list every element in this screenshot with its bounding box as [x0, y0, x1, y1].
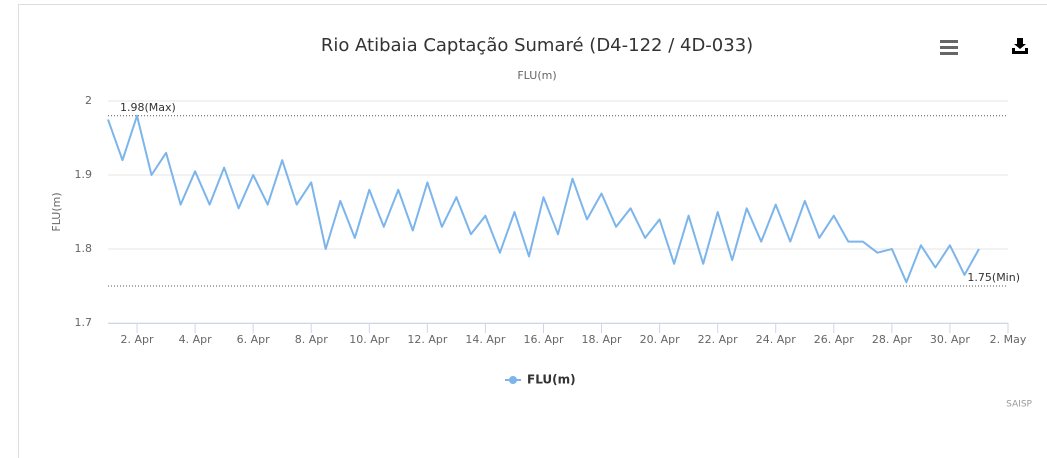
- legend-label: FLU(m): [527, 373, 576, 387]
- x-tick-label: 30. Apr: [930, 333, 970, 346]
- chart-subtitle: FLU(m): [517, 69, 556, 82]
- x-tick-label: 26. Apr: [814, 333, 854, 346]
- menu-bar[interactable]: [940, 46, 958, 49]
- menu-bar[interactable]: [940, 52, 958, 55]
- x-tick-label: 16. Apr: [523, 333, 563, 346]
- x-tick-label: 28. Apr: [872, 333, 912, 346]
- x-tick-label: 6. Apr: [237, 333, 270, 346]
- plot-line-label: 1.75(Min): [967, 271, 1020, 284]
- chart-title: Rio Atibaia Captação Sumaré (D4-122 / 4D…: [321, 35, 753, 56]
- legend-item: FLU(m): [505, 373, 576, 387]
- x-tick-label: 24. Apr: [756, 333, 796, 346]
- x-tick-label: 22. Apr: [698, 333, 738, 346]
- x-tick-label: 10. Apr: [349, 333, 389, 346]
- y-tick-label: 1.9: [75, 168, 93, 181]
- menu-bar[interactable]: [940, 40, 958, 43]
- legend-symbol: [509, 376, 517, 384]
- x-tick-label: 2. Apr: [121, 333, 154, 346]
- menu-icon[interactable]: [940, 40, 958, 55]
- x-tick-label: 8. Apr: [295, 333, 328, 346]
- download-icon[interactable]: [1012, 38, 1028, 54]
- plot-line-label: 1.98(Max): [120, 101, 176, 114]
- y-tick-label: 1.7: [75, 316, 93, 329]
- x-tick-label: 18. Apr: [582, 333, 622, 346]
- x-tick-label: 12. Apr: [407, 333, 447, 346]
- frame: [18, 4, 1047, 458]
- credits: SAISP: [1006, 400, 1032, 410]
- x-tick-label: 14. Apr: [465, 333, 505, 346]
- x-tick-label: 2. May: [990, 333, 1027, 346]
- series-line: [107, 114, 980, 284]
- y-axis-title: FLU(m): [50, 192, 63, 231]
- y-tick-label: 2: [85, 94, 92, 107]
- x-tick-label: 4. Apr: [179, 333, 212, 346]
- x-tick-label: 20. Apr: [640, 333, 680, 346]
- y-tick-label: 1.8: [75, 242, 93, 255]
